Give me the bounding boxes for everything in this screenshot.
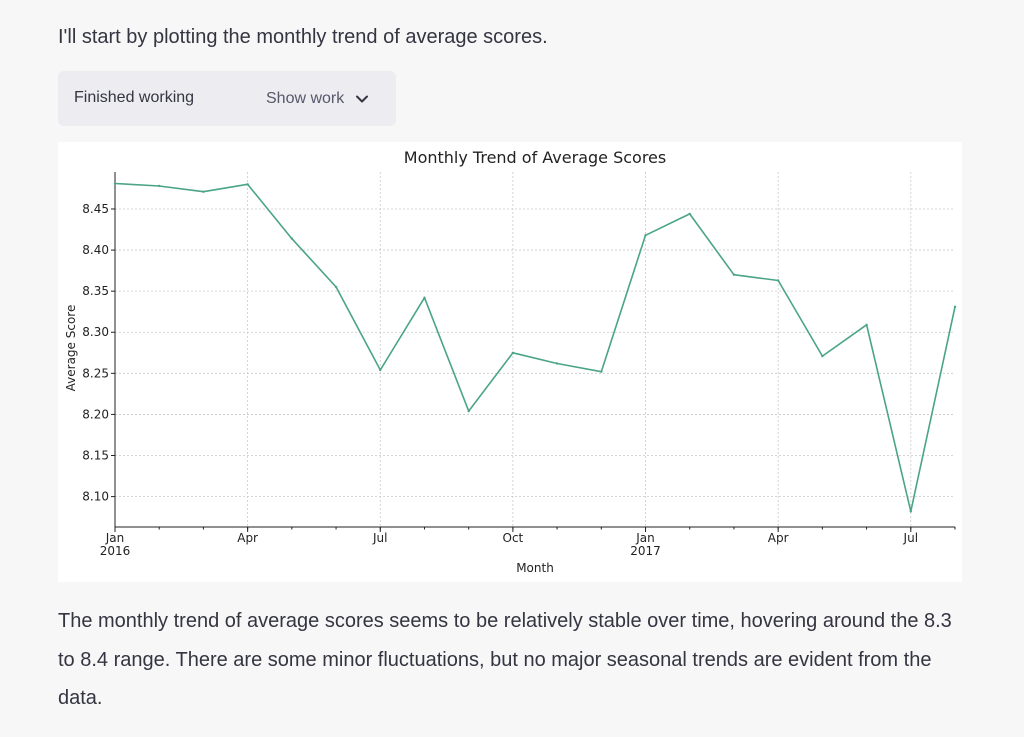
x-tick-year-label: 2017 <box>630 544 661 558</box>
x-tick-label: Oct <box>503 531 524 545</box>
x-tick-label: Jan <box>105 531 125 545</box>
data-point <box>600 370 603 373</box>
line-chart: 8.108.158.208.258.308.358.408.45Jan2016A… <box>64 148 957 575</box>
chart-card: 8.10 8.15 8.20 8.25 8.30 8.35 8.40 8.45 Jan 2016 A… <box>58 142 962 582</box>
data-point <box>865 323 868 327</box>
y-tick-label: 8.40 <box>82 243 109 257</box>
x-tick-label: Jul <box>903 531 918 545</box>
y-tick-label: 8.15 <box>82 449 109 463</box>
data-point <box>953 305 957 308</box>
data-point <box>158 184 161 188</box>
series-line <box>114 182 956 513</box>
y-axis-label: Average Score <box>64 305 78 392</box>
summary-text: The monthly trend of average scores seem… <box>58 610 952 709</box>
work-status-label: Finished working <box>74 89 195 106</box>
data-point <box>821 354 824 358</box>
x-tick-label: Apr <box>237 531 258 545</box>
chart-title: Monthly Trend of Average Scores <box>404 148 666 167</box>
data-point <box>776 279 780 282</box>
show-work-button[interactable]: Show work <box>266 87 370 111</box>
y-tick-label: 8.30 <box>82 325 109 339</box>
x-tick-label: Jan <box>635 531 655 545</box>
y-tick-label: 8.20 <box>82 407 109 421</box>
x-axis-label: Month <box>516 561 554 575</box>
x-tick-label: Apr <box>768 531 789 545</box>
data-point <box>732 273 736 276</box>
data-point <box>334 285 338 289</box>
data-point <box>555 362 559 365</box>
data-point <box>511 351 515 354</box>
x-tick-label: Jul <box>372 531 387 545</box>
data-point <box>202 190 205 193</box>
data-point <box>113 182 117 185</box>
y-tick-label: 8.35 <box>82 284 109 298</box>
x-tick-year-label: 2016 <box>100 544 131 558</box>
y-tick-label: 8.10 <box>82 490 109 504</box>
y-tick-label: 8.25 <box>82 366 109 380</box>
chevron-down-icon <box>356 95 369 103</box>
data-point <box>379 368 382 372</box>
work-panel: Finished working Show work <box>58 71 396 126</box>
data-point <box>688 212 691 216</box>
data-point <box>909 510 912 513</box>
y-tick-label: 8.45 <box>82 202 109 216</box>
data-point <box>467 409 470 413</box>
data-point <box>246 183 249 186</box>
data-point <box>423 296 426 299</box>
intro-text: I'll start by plotting the monthly trend… <box>58 26 548 48</box>
data-point <box>644 234 647 237</box>
data-point <box>290 237 294 240</box>
show-work-label: Show work <box>266 90 345 107</box>
